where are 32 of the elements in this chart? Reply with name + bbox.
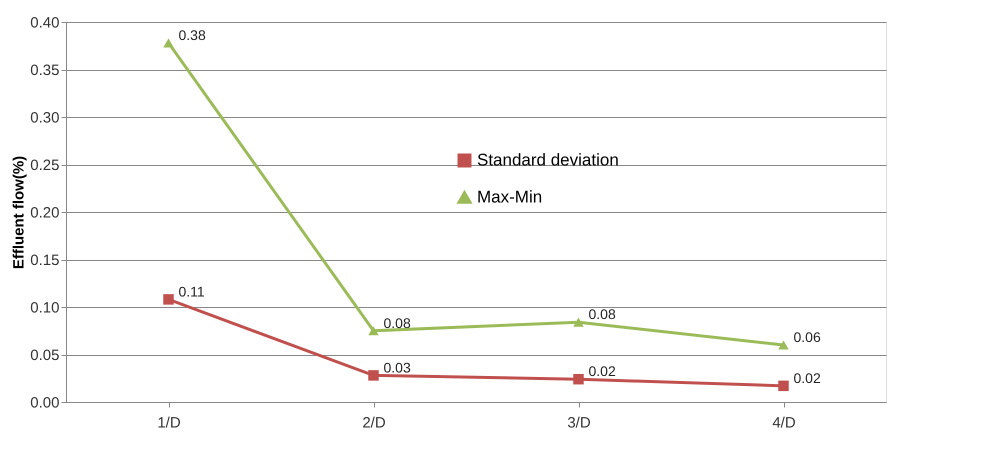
y-tick-label: 0.10 xyxy=(30,300,60,316)
point xyxy=(163,294,174,305)
y-tick-label: 0.30 xyxy=(30,110,60,126)
data-label: 0.11 xyxy=(178,283,205,300)
data-label: 0.02 xyxy=(588,363,616,380)
data-label: 0.06 xyxy=(794,329,821,345)
data-label: 0.38 xyxy=(178,26,206,43)
point xyxy=(573,318,584,327)
data-label: 0.02 xyxy=(794,370,821,386)
y-tick-label: 0.20 xyxy=(30,204,60,222)
point xyxy=(163,38,174,48)
point xyxy=(368,370,379,381)
x-tick-label: 1/D xyxy=(157,414,181,432)
data-label: 0.08 xyxy=(384,314,411,331)
point xyxy=(368,326,379,336)
data-label: 0.03 xyxy=(384,359,411,376)
y-tick-label: 0.15 xyxy=(30,252,60,269)
x-tick-label: 2/D xyxy=(362,414,386,432)
legend-label: Max-Min xyxy=(477,188,542,206)
x-tick-label: 3/D xyxy=(567,414,591,432)
y-tick-label: 0.05 xyxy=(30,347,60,364)
y-tick-label: 0.00 xyxy=(30,394,60,412)
x-tick-label: 4/D xyxy=(772,414,796,432)
data-label: 0.08 xyxy=(588,306,616,322)
y-axis-title: Effluent flow(%) xyxy=(10,156,28,270)
y-tick-label: 0.40 xyxy=(30,14,60,32)
legend-label: Standard deviation xyxy=(477,150,619,170)
y-tick-label: 0.35 xyxy=(30,62,60,79)
point xyxy=(778,380,789,392)
point xyxy=(778,340,789,350)
point xyxy=(573,374,584,384)
y-tick-label: 0.25 xyxy=(30,157,60,174)
